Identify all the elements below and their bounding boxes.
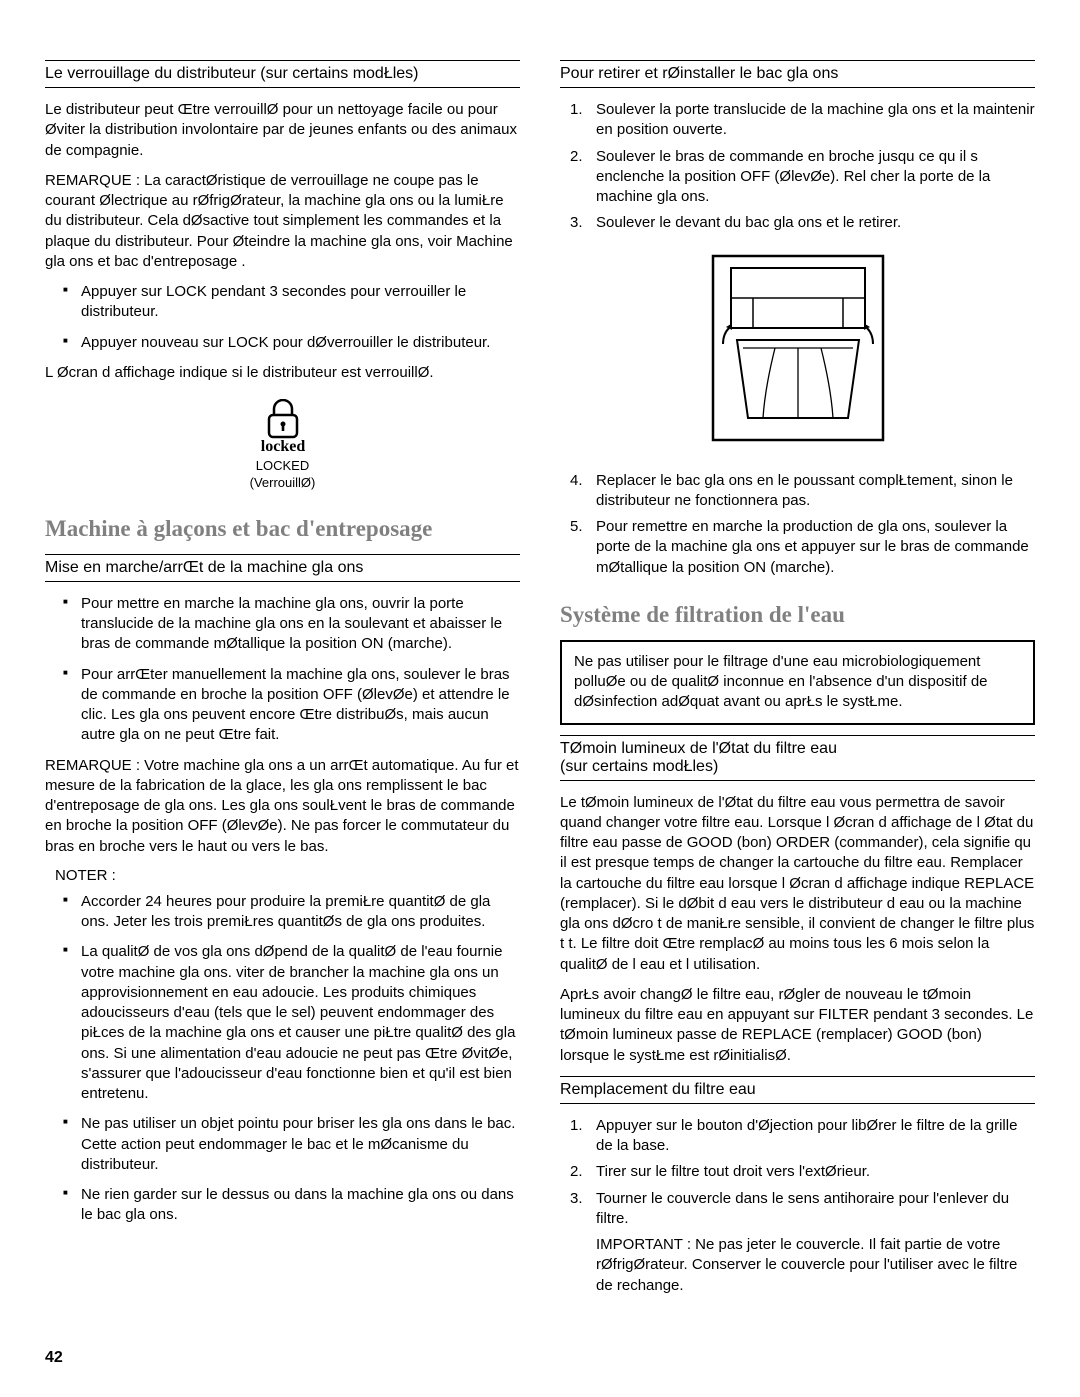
lock-figure: locked LOCKED (VerrouillØ) <box>45 399 520 492</box>
bullet: Pour arrŒter manuellement la machine gla… <box>45 665 520 746</box>
ol-text: Pour remettre en marche la production de… <box>596 518 1029 576</box>
ol-text: Appuyer sur le bouton d'Øjection pour li… <box>596 1117 1017 1154</box>
para: AprŁs avoir changØ le filtre eau, rØgler… <box>560 985 1035 1066</box>
para: Le tØmoin lumineux de l'Øtat du filtre e… <box>560 793 1035 975</box>
bullet: Pour mettre en marche la machine gla ons… <box>45 594 520 655</box>
bullet: Appuyer sur LOCK pendant 3 secondes pour… <box>45 282 520 323</box>
ol-text: Soulever le devant du bac gla ons et le … <box>596 214 901 231</box>
subhead-line1: TØmoin lumineux de l'Øtat du filtre eau <box>560 740 837 757</box>
ol-item: 2.Tirer sur le filtre tout droit vers l'… <box>560 1162 1035 1182</box>
lock-icon: locked <box>253 399 313 453</box>
lock-caption-2: (VerrouillØ) <box>45 475 520 492</box>
ol-item: 2.Soulever le bras de commande en broche… <box>560 147 1035 208</box>
two-column-layout: Le verrouillage du distributeur (sur cer… <box>45 50 1035 1304</box>
ol-text: Tourner le couvercle dans le sens antiho… <box>596 1190 1009 1227</box>
ol-text: Tirer sur le filtre tout droit vers l'ex… <box>596 1163 870 1180</box>
right-column: Pour retirer et rØinstaller le bac gla o… <box>560 50 1035 1304</box>
ol-item: 4.Replacer le bac gla ons en le poussant… <box>560 471 1035 512</box>
bullet: Appuyer nouveau sur LOCK pour dØverrouil… <box>45 333 520 353</box>
warning-box: Ne pas utiliser pour le filtrage d'une e… <box>560 640 1035 725</box>
ol-item: 3.Tourner le couvercle dans le sens anti… <box>560 1189 1035 1230</box>
ol-sub-important: IMPORTANT : Ne pas jeter le couvercle. I… <box>560 1235 1035 1296</box>
bullet: La qualitØ de vos gla ons dØpend de la q… <box>45 942 520 1104</box>
para: REMARQUE : Votre machine gla ons a un ar… <box>45 756 520 857</box>
section-title-filtration: Système de filtration de l'eau <box>560 602 1035 628</box>
ol-item: 1.Appuyer sur le bouton d'Øjection pour … <box>560 1116 1035 1157</box>
ol-item: 3.Soulever le devant du bac gla ons et l… <box>560 213 1035 233</box>
ol-text: Replacer le bac gla ons en le poussant c… <box>596 472 1013 509</box>
subhead-line2: (sur certains modŁles) <box>560 758 718 775</box>
subhead-replace-filter: Remplacement du filtre eau <box>560 1076 1035 1104</box>
left-column: Le verrouillage du distributeur (sur cer… <box>45 50 520 1304</box>
para: Le distributeur peut Œtre verrouillØ pou… <box>45 100 520 161</box>
ol-item: 1.Soulever la porte translucide de la ma… <box>560 100 1035 141</box>
svg-text:locked: locked <box>260 438 305 453</box>
subhead-remove-bin: Pour retirer et rØinstaller le bac gla o… <box>560 60 1035 88</box>
para: REMARQUE : La caractØristique de verroui… <box>45 171 520 272</box>
subhead-dispenser-lock: Le verrouillage du distributeur (sur cer… <box>45 60 520 88</box>
subhead-filter-status: TØmoin lumineux de l'Øtat du filtre eau … <box>560 735 1035 781</box>
bullet: Accorder 24 heures pour produire la prem… <box>45 892 520 933</box>
bullet: Ne pas utiliser un objet pointu pour bri… <box>45 1114 520 1175</box>
ol-text: Soulever le bras de commande en broche j… <box>596 148 990 206</box>
section-title-ice: Machine à glaçons et bac d'entreposage <box>45 516 520 542</box>
lock-caption-1: LOCKED <box>45 458 520 475</box>
ice-bin-illustration <box>560 248 1035 453</box>
para: L Øcran d affichage indique si le distri… <box>45 363 520 383</box>
ol-item: 5.Pour remettre en marche la production … <box>560 517 1035 578</box>
subhead-ice-on-off: Mise en marche/arrŒt de la machine gla o… <box>45 554 520 582</box>
ol-text: Soulever la porte translucide de la mach… <box>596 101 1035 138</box>
page-number: 42 <box>45 1349 63 1367</box>
bullet: Ne rien garder sur le dessus ou dans la … <box>45 1185 520 1226</box>
noter-label: NOTER : <box>55 867 520 884</box>
